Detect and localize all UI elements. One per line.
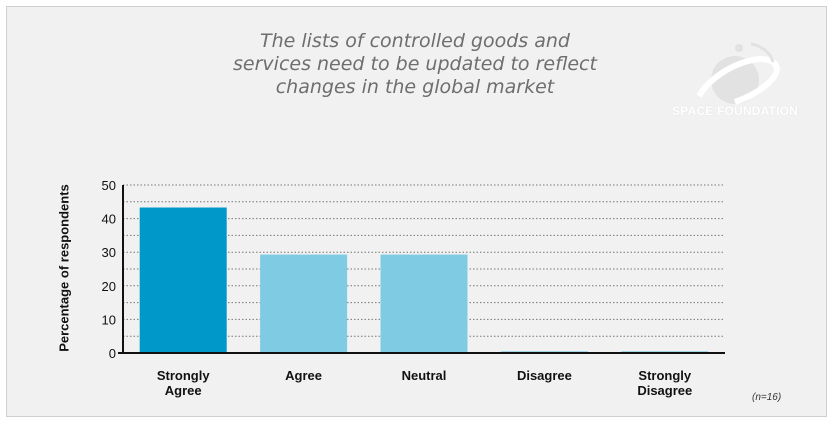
y-tick-label: 20 — [102, 279, 116, 294]
y-tick-label: 50 — [102, 178, 116, 193]
y-tick-label: 40 — [102, 212, 116, 227]
chart-title: The lists of controlled goods and servic… — [233, 30, 597, 98]
bar — [260, 254, 348, 353]
bar — [139, 207, 227, 353]
x-tick-label: Strongly Agree — [157, 368, 210, 398]
x-tick-label: Agree — [285, 368, 322, 383]
y-tick-label: 10 — [102, 312, 116, 327]
x-tick-label: Disagree — [517, 368, 572, 383]
logo-text: SPACE FOUNDATION — [671, 104, 799, 118]
y-tick-label: 0 — [109, 346, 116, 361]
y-tick-label: 30 — [102, 245, 116, 260]
x-tick-label: Strongly Disagree — [637, 368, 692, 398]
x-tick-label: Neutral — [402, 368, 447, 383]
space-foundation-logo-icon — [696, 42, 780, 105]
bar — [380, 254, 468, 353]
sample-size-note: (n=16) — [752, 392, 782, 403]
